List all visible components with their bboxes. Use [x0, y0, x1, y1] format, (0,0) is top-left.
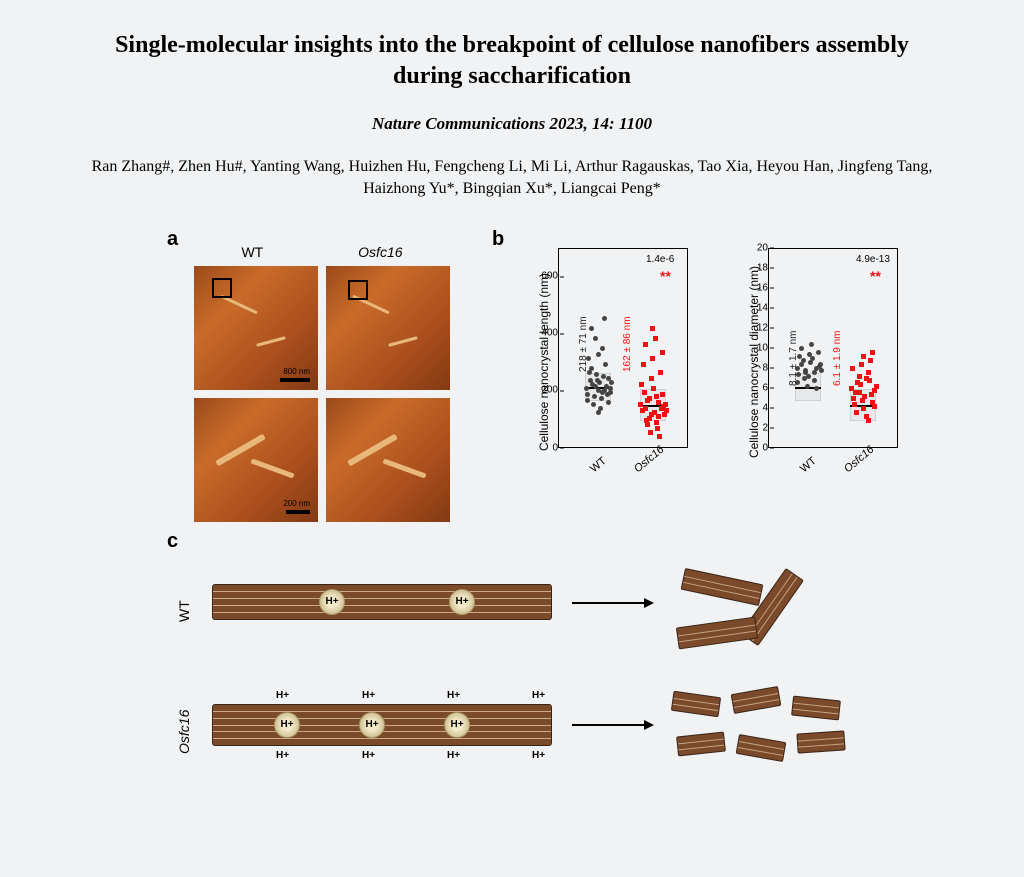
significance-stars: **: [660, 268, 671, 284]
amorphous-region: H+: [449, 589, 475, 615]
fragment: [796, 730, 845, 753]
stat-os: 162 ± 86 nm: [622, 316, 633, 372]
fragment: [791, 695, 841, 720]
stat-wt: 8.1 ± 1.7 nm: [788, 330, 799, 386]
yticks: 02468101214161820: [746, 248, 768, 448]
row-label-wt: WT: [176, 600, 192, 622]
scalebar-label: 800 nm: [283, 367, 310, 376]
fragment: [681, 567, 764, 605]
panel-a: WT Osfc16 800 nm 200 nm: [172, 244, 472, 514]
roi-box: [212, 278, 232, 298]
fragment: [736, 734, 787, 762]
scalebar: [286, 510, 310, 514]
page-title: Single-molecular insights into the break…: [0, 0, 1024, 92]
fiber-wt: [212, 584, 552, 620]
amorphous-region: H+: [274, 712, 300, 738]
fragment: [676, 731, 726, 756]
scalebar: [280, 378, 310, 382]
plot-diameter: Cellulose nanocrystal diameter (nm) 0246…: [722, 242, 922, 482]
fragment: [676, 616, 758, 649]
arrow-icon: [572, 724, 652, 726]
roi-box: [348, 280, 368, 300]
row-label-os: Osfc16: [176, 709, 192, 753]
significance-stars: **: [870, 268, 881, 284]
stat-os: 6.1 ± 1.9 nm: [832, 330, 843, 386]
fragment: [731, 686, 782, 714]
figure: a b c WT Osfc16 800 nm 200 nm Cellu: [112, 224, 912, 824]
afm-col-wt: WT: [241, 244, 263, 260]
pvalue: 1.4e-6: [646, 254, 674, 265]
xlabel-wt: WT: [588, 455, 609, 475]
citation: Nature Communications 2023, 14: 1100: [0, 114, 1024, 134]
hplus-label: H+: [532, 690, 545, 701]
xlabel-os: Osfc16: [632, 443, 666, 475]
amorphous-region: H+: [359, 712, 385, 738]
hplus-label: H+: [276, 690, 289, 701]
hplus-label: H+: [532, 750, 545, 761]
afm-image-wt-top: 800 nm: [194, 266, 318, 390]
amorphous-region: H+: [444, 712, 470, 738]
hplus-label: H+: [362, 690, 375, 701]
scalebar-label: 200 nm: [283, 499, 310, 508]
pvalue: 4.9e-13: [856, 254, 890, 265]
afm-image-os-top: [326, 266, 450, 390]
fragment: [671, 690, 721, 716]
stat-wt: 218 ± 71 nm: [578, 316, 589, 372]
author-list: Ran Zhang#, Zhen Hu#, Yanting Wang, Huiz…: [60, 156, 964, 199]
xlabel-os: Osfc16: [842, 443, 876, 475]
amorphous-region: H+: [319, 589, 345, 615]
hplus-label: H+: [447, 690, 460, 701]
afm-image-os-bottom: [326, 398, 450, 522]
hplus-label: H+: [447, 750, 460, 761]
plot-length: Cellulose nanocrystal length (nm) 020040…: [512, 242, 712, 482]
panel-c: WT Osfc16 H+ H+ H+ H+ H+ H+ H+ H+ H+ H+ …: [172, 544, 872, 804]
afm-image-wt-bottom: 200 nm: [194, 398, 318, 522]
yticks: 0200400600: [536, 248, 558, 448]
panel-b: Cellulose nanocrystal length (nm) 020040…: [492, 234, 912, 524]
arrow-icon: [572, 602, 652, 604]
xlabel-wt: WT: [798, 455, 819, 475]
afm-col-osfc16: Osfc16: [358, 244, 402, 260]
hplus-label: H+: [362, 750, 375, 761]
hplus-label: H+: [276, 750, 289, 761]
